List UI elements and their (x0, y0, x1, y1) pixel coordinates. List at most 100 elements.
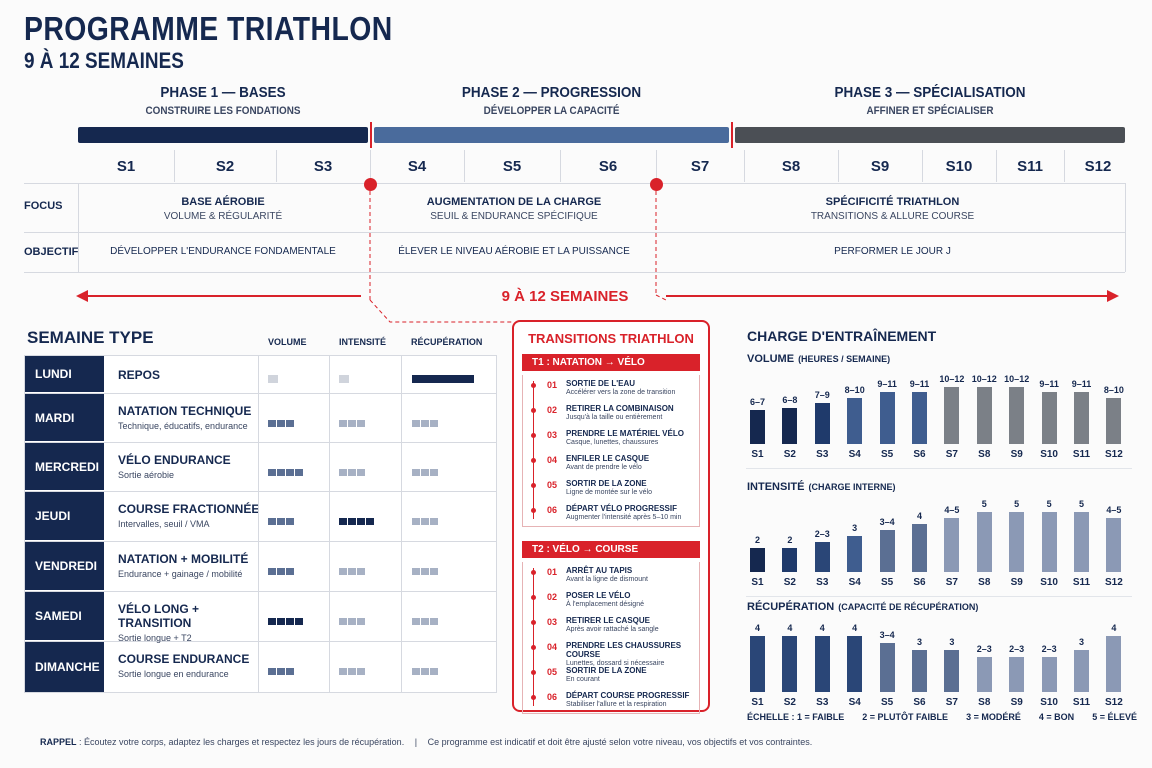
step-title: SORTIE DE L'EAU (566, 379, 636, 388)
table-row: LUNDI REPOS (25, 356, 496, 394)
indicator-square (339, 668, 347, 675)
x-tick-label: S2 (783, 697, 796, 708)
week-cell-s12: S12 (1084, 157, 1112, 175)
divider (996, 150, 997, 182)
footer: RAPPEL : Écoutez votre corps, adaptez le… (40, 737, 812, 747)
x-tick-label: S10 (1040, 577, 1058, 588)
x-tick-label: S11 (1072, 697, 1091, 708)
bar-value-label: 10–12 (1004, 374, 1030, 385)
x-tick-label: S6 (913, 577, 926, 588)
bar-value-label: 6–8 (782, 394, 798, 405)
indicator-square (286, 618, 294, 625)
chart-bar (944, 518, 960, 572)
activity-subtitle: Endurance + gainage / mobilité (118, 569, 243, 579)
chart-bar (782, 636, 798, 692)
intensite-indicator (339, 414, 366, 432)
col-intensite: INTENSITÉ (339, 337, 387, 347)
step-number: 04 (547, 455, 558, 465)
bar-value-label: 5 (1014, 499, 1020, 509)
indicator-square (348, 668, 356, 675)
step: ARRÊT AU TAPIS Avant la ligne de dismount (566, 566, 706, 583)
focus-label: FOCUS (24, 200, 63, 212)
x-tick-label: S3 (816, 449, 829, 460)
step-title: ARRÊT AU TAPIS (566, 566, 633, 575)
divider (258, 356, 259, 394)
chart-bar (912, 392, 927, 444)
week-cell-s4: S4 (407, 157, 427, 175)
step-number: 02 (547, 405, 558, 415)
chart-bar (814, 402, 830, 444)
activity: VÉLO LONG + TRANSITION Sortie longue + T2 (118, 602, 268, 643)
day-label: LUNDI (25, 356, 104, 392)
chart-bar (814, 542, 830, 572)
divider (24, 232, 1125, 233)
step-dot (531, 458, 536, 463)
col-recuperation: RÉCUPÉRATION (411, 337, 483, 347)
page-subtitle: 9 À 12 SEMAINES (24, 48, 184, 73)
volume-indicator (268, 562, 295, 580)
indicator-square (412, 568, 420, 575)
chart-bar (1041, 512, 1057, 572)
x-tick-label: S9 (1010, 577, 1023, 588)
divider (174, 150, 175, 182)
divider (258, 542, 259, 592)
x-tick-label: S1 (751, 577, 764, 588)
step-dot (531, 408, 536, 413)
chart-bar (976, 387, 992, 444)
x-tick-label: S6 (913, 697, 926, 708)
x-tick-label: S7 (945, 449, 958, 460)
bar-value-label: 3–4 (879, 630, 895, 640)
divider (401, 542, 402, 592)
t2-label: T2 : VÉLO → COURSE (522, 541, 700, 558)
bar-value-label: 7–9 (814, 389, 830, 400)
intensite-indicator (339, 370, 350, 388)
indicator-square (430, 419, 438, 427)
bar-value-label: 4–5 (1106, 505, 1122, 515)
chart-bar (1009, 387, 1025, 444)
chart-title: INTENSITÉ (CHARGE INTERNE) (747, 481, 895, 493)
intensite-indicator (339, 562, 366, 580)
focus-main: AUGMENTATION DE LA CHARGE (426, 196, 602, 208)
bar-value-label: 9–11 (1039, 379, 1059, 390)
indicator-square (421, 518, 429, 525)
intensite-indicator (339, 612, 366, 630)
step: ENFILER LE CASQUE Avant de prendre le vél… (566, 454, 706, 471)
volume-indicator (268, 612, 304, 630)
bar-value-label: 5 (981, 499, 987, 509)
step-subtitle: Avant la ligne de dismount (566, 576, 648, 583)
bar-value-label: 6–7 (749, 397, 766, 408)
indicator-square (412, 419, 420, 427)
week-cell-s1: S1 (116, 157, 136, 175)
day-label: JEUDI (25, 492, 104, 540)
step-subtitle: Lunettes, dossard si nécessaire (566, 660, 665, 667)
indicator-square (348, 468, 356, 476)
transitions-panel: TRANSITIONS TRIATHLON T1 : NATATION → VÉ… (512, 320, 710, 714)
divider (258, 592, 259, 642)
step-number: 01 (547, 380, 558, 390)
intensite-indicator (339, 463, 366, 481)
phase-connector-lines (369, 184, 667, 323)
step: PRENDRE LE MATÉRIEL VÉLO Casque, lunettes… (566, 429, 706, 446)
bar-value-label: 3 (1078, 637, 1084, 647)
divider (24, 272, 1125, 273)
focus-sub: VOLUME & RÉGULARITÉ (163, 211, 283, 222)
activity-title: REPOS (118, 368, 161, 382)
phase-3-bar (735, 127, 1125, 143)
activity-subtitle: Technique, éducatifs, endurance (118, 420, 248, 431)
activity-title: VÉLO LONG + TRANSITION (118, 602, 200, 630)
step: RETIRER LA COMBINAISON Jusqu'à la taille … (566, 404, 706, 421)
step-dot (531, 645, 536, 650)
x-tick-label: S5 (880, 577, 894, 588)
indicator-square (277, 618, 285, 625)
divider (656, 150, 657, 182)
step-subtitle: Casque, lunettes, chaussures (566, 439, 659, 446)
chart-title: RÉCUPÉRATION (CAPACITÉ DE RÉCUPÉRATION) (747, 601, 978, 613)
recuperation-indicator (412, 662, 439, 680)
objectif-phase-2: ÉLEVER LE NIVEAU AÉROBIE ET LA PUISSANCE (374, 246, 654, 257)
table-row: SAMEDI VÉLO LONG + TRANSITION Sortie longu… (25, 592, 496, 643)
recuperation-indicator (412, 463, 439, 481)
charge-charts: VOLUME (HEURES / SEMAINE) 6–7 S1 6–8 S2 7–9 S3 8… (746, 350, 1136, 715)
scale-legend: ÉCHELLE : 1 = FAIBLE 2 = PLUTÔT FAIBLE 3… (747, 712, 1137, 722)
x-tick-label: S2 (783, 577, 796, 588)
activity-title: COURSE FRACTIONNÉE (118, 502, 260, 516)
